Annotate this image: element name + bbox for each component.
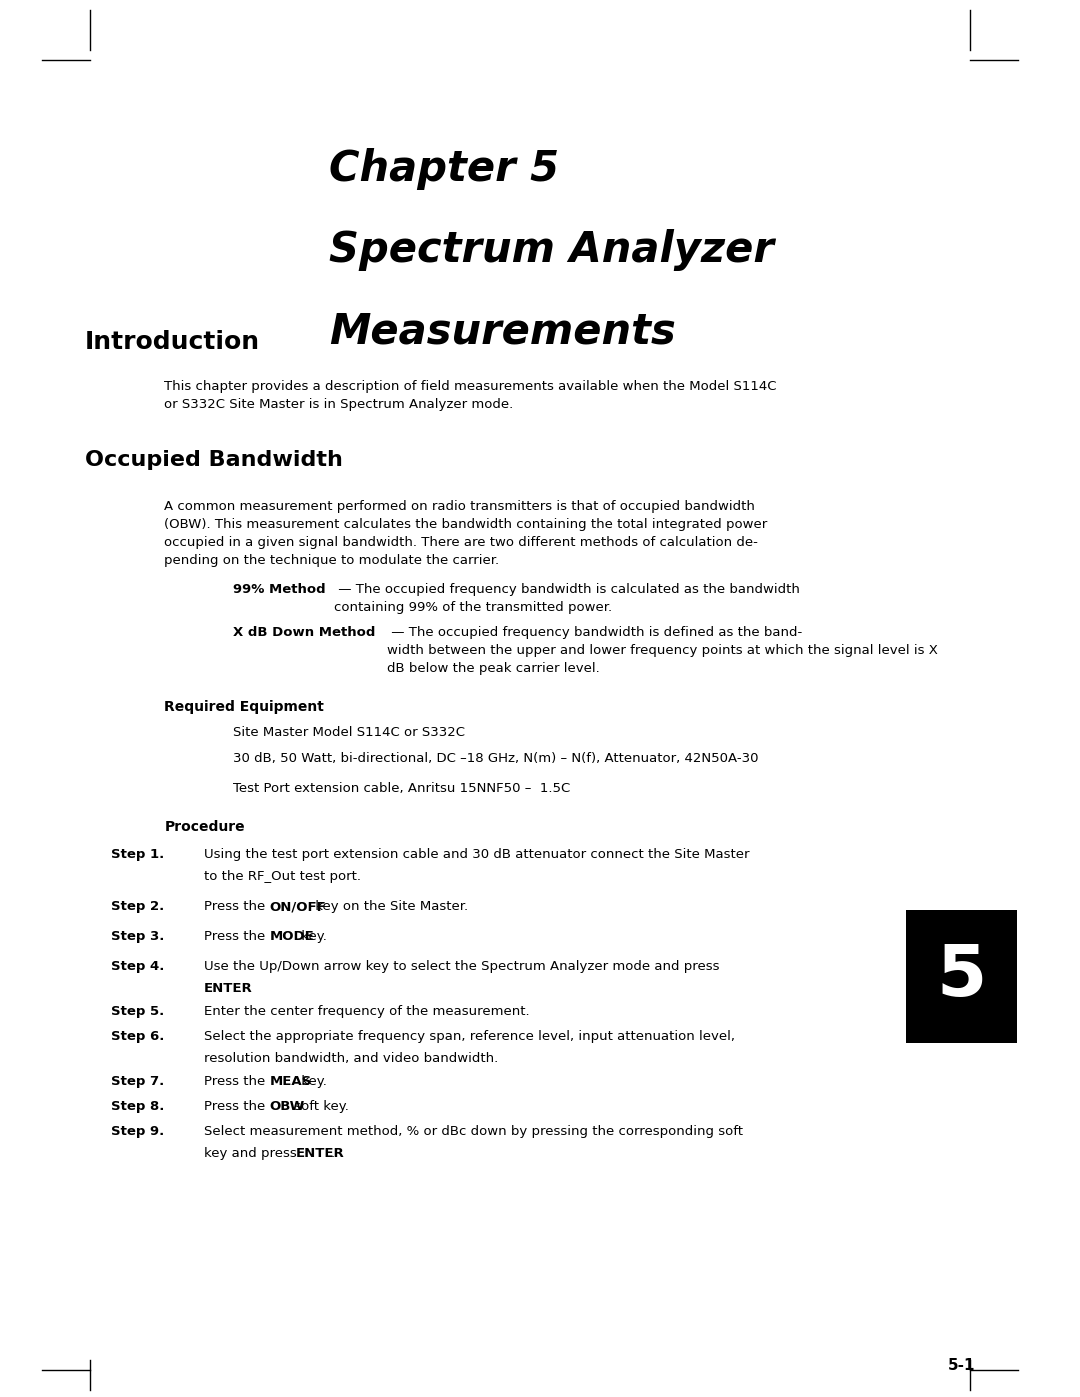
Bar	[906, 909, 1017, 1042]
Text: Procedure: Procedure	[164, 820, 245, 834]
Text: Press the: Press the	[204, 900, 269, 914]
Text: Press the: Press the	[204, 930, 269, 943]
Text: Select measurement method, % or dBc down by pressing the corresponding soft: Select measurement method, % or dBc down…	[204, 1125, 743, 1139]
Text: Test Port extension cable, Anritsu 15NNF50 –  1.5C: Test Port extension cable, Anritsu 15NNF…	[233, 782, 570, 795]
Text: Enter the center frequency of the measurement.: Enter the center frequency of the measur…	[204, 1004, 529, 1018]
Text: Spectrum Analyzer: Spectrum Analyzer	[328, 229, 773, 271]
Text: key on the Site Master.: key on the Site Master.	[311, 900, 468, 914]
Text: 30 dB, 50 Watt, bi-directional, DC –18 GHz, N(m) – N(f), Attenuator, 42N50A-30: 30 dB, 50 Watt, bi-directional, DC –18 G…	[233, 752, 759, 766]
Text: Site Master Model S114C or S332C: Site Master Model S114C or S332C	[233, 726, 465, 739]
Text: Select the appropriate frequency span, reference level, input attenuation level,: Select the appropriate frequency span, r…	[204, 1030, 734, 1044]
Text: 99% Method: 99% Method	[233, 583, 326, 597]
Text: Step 9.: Step 9.	[111, 1125, 164, 1139]
Text: 5-1: 5-1	[948, 1358, 975, 1373]
Text: X dB Down Method: X dB Down Method	[233, 626, 376, 638]
Text: ON/OFF: ON/OFF	[269, 900, 326, 914]
Text: to the RF_Out test port.: to the RF_Out test port.	[204, 870, 361, 883]
Text: Step 5.: Step 5.	[111, 1004, 164, 1018]
Text: Step 6.: Step 6.	[111, 1030, 165, 1044]
Text: 5: 5	[936, 942, 986, 1011]
Text: Using the test port extension cable and 30 dB attenuator connect the Site Master: Using the test port extension cable and …	[204, 848, 750, 861]
Text: .: .	[330, 1147, 335, 1160]
Text: — The occupied frequency bandwidth is defined as the band-
width between the upp: — The occupied frequency bandwidth is de…	[387, 626, 939, 675]
Text: A common measurement performed on radio transmitters is that of occupied bandwid: A common measurement performed on radio …	[164, 500, 768, 567]
Text: Press the: Press the	[204, 1076, 269, 1088]
Text: Measurements: Measurements	[328, 310, 676, 352]
Text: .: .	[238, 982, 242, 995]
Text: Occupied Bandwidth: Occupied Bandwidth	[85, 450, 342, 469]
Text: MODE: MODE	[269, 930, 314, 943]
Text: Step 7.: Step 7.	[111, 1076, 164, 1088]
Text: Step 3.: Step 3.	[111, 930, 165, 943]
Text: ENTER: ENTER	[296, 1147, 345, 1160]
Text: Press the: Press the	[204, 1099, 269, 1113]
Text: Chapter 5: Chapter 5	[328, 148, 559, 190]
Text: Step 2.: Step 2.	[111, 900, 164, 914]
Text: key and press: key and press	[204, 1147, 300, 1160]
Text: Step 4.: Step 4.	[111, 960, 165, 972]
Text: — The occupied frequency bandwidth is calculated as the bandwidth
containing 99%: — The occupied frequency bandwidth is ca…	[334, 583, 800, 615]
Text: key.: key.	[297, 1076, 327, 1088]
Text: Step 1.: Step 1.	[111, 848, 164, 861]
Text: Use the Up/Down arrow key to select the Spectrum Analyzer mode and press: Use the Up/Down arrow key to select the …	[204, 960, 719, 972]
Text: This chapter provides a description of field measurements available when the Mod: This chapter provides a description of f…	[164, 380, 777, 411]
Text: resolution bandwidth, and video bandwidth.: resolution bandwidth, and video bandwidt…	[204, 1052, 498, 1065]
Text: key.: key.	[297, 930, 327, 943]
Text: MEAS: MEAS	[269, 1076, 312, 1088]
Text: soft key.: soft key.	[291, 1099, 349, 1113]
Text: Required Equipment: Required Equipment	[164, 700, 324, 714]
Text: Step 8.: Step 8.	[111, 1099, 165, 1113]
Text: ENTER: ENTER	[204, 982, 253, 995]
Text: Introduction: Introduction	[85, 330, 260, 353]
Text: OBW: OBW	[269, 1099, 305, 1113]
